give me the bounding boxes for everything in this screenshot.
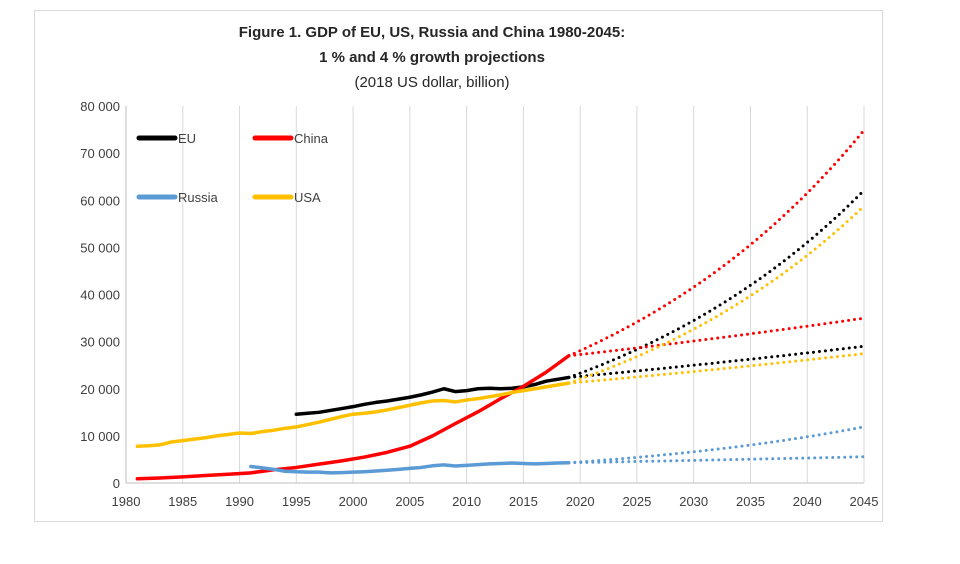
x-tick-label-2010: 2010 <box>452 494 481 509</box>
x-tick-label-1995: 1995 <box>282 494 311 509</box>
series-line-russia <box>249 460 571 475</box>
x-tick-label-1980: 1980 <box>112 494 141 509</box>
gdp-line-chart: 1980 1985 1990 1995 2000 2005 2010 2015 2020 2025… <box>80 24 878 509</box>
x-tick-label-2030: 2030 <box>679 494 708 509</box>
x-tick-label-1990: 1990 <box>225 494 254 509</box>
gridlines <box>182 106 865 483</box>
series-line-russia-1 <box>567 455 866 465</box>
chart-frame: 1980 1985 1990 1995 2000 2005 2010 2015 2020 2025… <box>34 10 883 522</box>
x-tick-label-2000: 2000 <box>339 494 368 509</box>
y-tick-label-20000: 20 000 <box>80 382 120 397</box>
series-lines <box>135 128 866 481</box>
series-line-china-4 <box>567 128 866 358</box>
y-tick-label-60000: 60 000 <box>80 193 120 208</box>
x-tick-label-2020: 2020 <box>566 494 595 509</box>
legend-label-usa: USA <box>294 190 321 205</box>
axes: 1980 1985 1990 1995 2000 2005 2010 2015 2020 2025… <box>80 99 878 509</box>
chart-title: Figure 1. GDP of EU, US, Russia and Chin… <box>239 24 626 41</box>
x-tick-label-2025: 2025 <box>622 494 651 509</box>
chart-units: (2018 US dollar, billion) <box>354 74 509 91</box>
series-line-usa-1 <box>567 352 866 385</box>
y-tick-label-80000: 80 000 <box>80 99 120 114</box>
x-tick-label-2035: 2035 <box>736 494 765 509</box>
legend-label-russia: Russia <box>178 190 219 205</box>
legend-label-china: China <box>294 131 329 146</box>
series-line-eu-4 <box>567 188 866 379</box>
y-tick-label-40000: 40 000 <box>80 288 120 303</box>
chart-subtitle: 1 % and 4 % growth projections <box>319 49 545 66</box>
y-tick-label-30000: 30 000 <box>80 335 120 350</box>
legend-label-eu: EU <box>178 131 196 146</box>
x-tick-label-2045: 2045 <box>850 494 879 509</box>
series-line-eu-1 <box>567 344 866 379</box>
legend: EU China Russia USA <box>136 131 329 205</box>
series-line-usa <box>135 381 571 448</box>
y-tick-label-10000: 10 000 <box>80 429 120 444</box>
series-line-china-1 <box>567 316 866 358</box>
x-tick-label-2040: 2040 <box>793 494 822 509</box>
x-tick-label-2015: 2015 <box>509 494 538 509</box>
y-tick-label-70000: 70 000 <box>80 146 120 161</box>
series-line-russia-4 <box>567 425 866 465</box>
series-line-china <box>135 354 571 481</box>
x-tick-label-2005: 2005 <box>395 494 424 509</box>
y-tick-label-0: 0 <box>113 476 120 491</box>
y-tick-label-50000: 50 000 <box>80 240 120 255</box>
x-tick-label-1985: 1985 <box>168 494 197 509</box>
series-line-usa-4 <box>567 204 866 385</box>
